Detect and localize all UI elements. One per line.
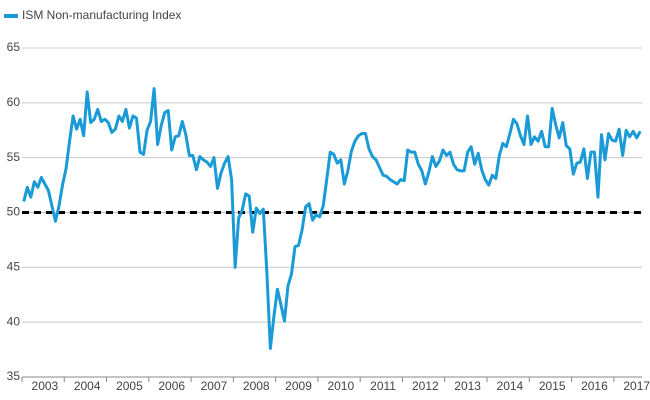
x-tick-label: 2011 [370,379,396,393]
y-tick-label: 60 [7,95,21,109]
x-tick-label: 2010 [327,379,354,393]
y-tick-label: 65 [7,40,21,54]
x-tick-label: 2016 [581,379,608,393]
y-tick-label: 35 [7,369,21,383]
y-tick-label: 40 [7,314,21,328]
x-tick-label: 2013 [454,379,481,393]
x-tick-label: 2007 [201,379,228,393]
x-tick-label: 2008 [243,379,270,393]
y-tick-label: 50 [7,205,21,219]
y-tick-label: 55 [7,150,21,164]
x-tick-label: 2015 [539,379,566,393]
x-tick-label: 2014 [497,379,524,393]
data-line [22,87,642,350]
x-tick-label: 2012 [412,379,439,393]
y-tick-label: 45 [7,260,21,274]
x-tick-label: 2006 [158,379,185,393]
x-tick-label: 2017 [623,379,650,393]
legend-label: ISM Non-manufacturing Index [22,8,181,22]
x-tick-label: 2003 [32,379,59,393]
x-tick-label: 2005 [116,379,143,393]
x-tick-label: 2009 [285,379,312,393]
x-tick-label: 2004 [74,379,101,393]
